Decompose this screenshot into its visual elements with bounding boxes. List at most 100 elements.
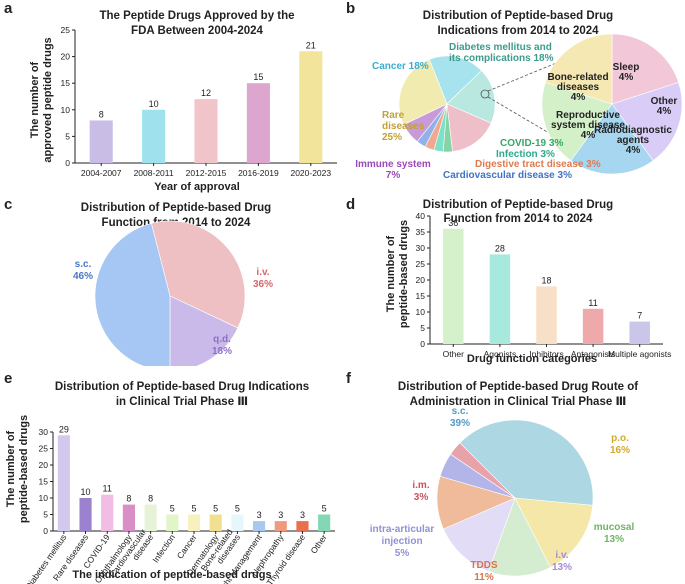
y-tick-label: 5 <box>65 131 70 141</box>
subpie-label-0: Sleep <box>613 62 640 73</box>
y-tick-label: 35 <box>416 227 426 237</box>
pie-c-slice-1 <box>169 295 239 366</box>
bar-multiple-agonists <box>629 321 650 344</box>
subpie-label-4: diseases <box>557 82 600 93</box>
x-tick-label-other: Other <box>308 532 328 555</box>
y-tick-label: 5 <box>420 323 425 333</box>
bar-2004-2007 <box>89 120 113 163</box>
chart-a-ylabel-line-1: The number of <box>29 61 41 138</box>
bar-2020-2023 <box>299 51 323 163</box>
bar-value-infection: 5 <box>170 504 175 514</box>
bar-chart-drug-function: Distribution of Peptide-based Drug Funct… <box>385 199 671 365</box>
bar-dermatology <box>209 514 222 531</box>
y-tick-label: 20 <box>39 460 49 470</box>
subpie-label-2: Radiodiagnostic <box>594 125 672 136</box>
x-tick-label-2012-2015: 2012-2015 <box>186 168 227 178</box>
pie-b-label-immune: Immune system <box>355 159 431 170</box>
x-tick-label-2004-2007: 2004-2007 <box>81 168 122 178</box>
pie-b-sub-slice-4 <box>545 33 613 105</box>
pie-b-label-rare: 25% <box>382 132 402 143</box>
pie-b-sub-slice-1 <box>611 81 683 162</box>
bar-value-2020-2023: 21 <box>306 40 316 50</box>
chart-f-title-line-2: Administration in Clinical Trial Phase Ⅲ <box>410 396 627 408</box>
bar-value-nephropathy: 3 <box>278 510 283 520</box>
y-tick-label: 10 <box>61 105 71 115</box>
pie-f-label-po: p.o. <box>611 433 629 444</box>
bar-2008-2011 <box>142 109 166 163</box>
x-tick-label-agonists: Agonists <box>484 349 517 359</box>
y-tick-label: 25 <box>416 259 426 269</box>
pie-f-label-intra-articular: injection <box>381 536 422 547</box>
bar-value-agonists: 28 <box>495 243 505 253</box>
chart-e-title-line-2: in Clinical Trial Phase Ⅲ <box>116 396 248 408</box>
pie-f-label-iv: 13% <box>552 562 572 573</box>
bar-value-dermatology: 5 <box>213 504 218 514</box>
x-tick-label-multiple-agonists: Multiple agonists <box>608 349 671 359</box>
x-tick-label-antagonists: Antagonists <box>571 349 615 359</box>
y-tick-label: 15 <box>39 477 49 487</box>
pie-b-label-covid: COVID-19 3% <box>500 138 563 149</box>
bar-value-cardiovascular-disease: 8 <box>148 494 153 504</box>
pie-f-label-im: 3% <box>414 492 429 503</box>
chart-d-ylabel-line-2: peptide-based drugs <box>398 220 410 328</box>
subpie-label-3: Reproductive <box>556 110 620 121</box>
pie-b-slice-2 <box>446 103 492 153</box>
panel-label-d: d <box>346 196 356 213</box>
bar-chart-clinical-indications: Distribution of Peptide-based Drug Indic… <box>5 381 335 584</box>
pie-c-slice-2 <box>94 222 171 366</box>
y-tick-label: 20 <box>61 52 71 62</box>
bar-other <box>443 228 464 344</box>
bar-value-2012-2015: 12 <box>201 88 211 98</box>
bar-value-ophthalmology: 8 <box>126 494 131 504</box>
subpie-label-1: Other <box>651 96 678 107</box>
chart-d-xlabel: Drug function categories <box>467 353 597 365</box>
x-tick-text: Infection <box>150 532 177 564</box>
y-tick-label: 0 <box>420 339 425 349</box>
panel-label-e: e <box>4 370 13 387</box>
pie-b-label-digestive: Digestive tract disease 3% <box>475 159 601 170</box>
panel-label-c: c <box>4 196 13 213</box>
x-tick-label-2020-2023: 2020-2023 <box>290 168 331 178</box>
subpie-label-4: 4% <box>571 92 586 103</box>
bar-value-weight-management: 3 <box>257 510 262 520</box>
pie-c-slice-0 <box>150 220 246 329</box>
bar-value-other: 36 <box>448 218 458 228</box>
chart-a-title-line-2: FDA Between 2004-2024 <box>131 25 263 37</box>
bar-value-2008-2011: 10 <box>149 99 159 109</box>
bar-value-other: 5 <box>322 504 327 514</box>
y-tick-label: 30 <box>39 427 49 437</box>
chart-a-title-line-1: The Peptide Drugs Approved by the <box>99 10 294 22</box>
chart-d-ylabel-line-1: The number of <box>385 235 397 312</box>
pie-b-sub-slice-3 <box>541 81 613 162</box>
pie-b-label-diabetes: Diabetes mellitus and <box>449 42 552 53</box>
y-tick-label: 5 <box>43 510 48 520</box>
chart-e-title-line-1: Distribution of Peptide-based Drug Indic… <box>55 381 309 393</box>
bar-2012-2015 <box>194 99 218 163</box>
bar-ophthalmology <box>122 504 135 531</box>
pie-f-label-iv: i.v. <box>555 550 568 561</box>
y-tick-label: 30 <box>416 243 426 253</box>
pie-chart-indications: Distribution of Peptide-based Drug Indic… <box>355 10 683 181</box>
pie-c-label-qd: q.d. <box>213 334 231 345</box>
pie-c-label-iv: i.v. <box>256 267 269 278</box>
pie-b-label-diabetes: its complications 18% <box>449 53 554 64</box>
y-tick-label: 25 <box>39 444 49 454</box>
zoom-marker <box>480 89 490 99</box>
pie-f-label-sc: s.c. <box>452 406 469 417</box>
chart-d-title-line-1: Distribution of Peptide-based Drug <box>423 199 613 211</box>
pie-f-label-intra-articular: 5% <box>395 548 410 559</box>
bar-value-thyroid-disease: 3 <box>300 510 305 520</box>
zoom-line-bottom <box>487 96 606 167</box>
y-tick-label: 15 <box>61 78 71 88</box>
y-tick-label: 0 <box>65 158 70 168</box>
subpie-label-1: 4% <box>657 106 672 117</box>
bar-value-2004-2007: 8 <box>99 109 104 119</box>
chart-e-ylabel-line-2: peptide-based drugs <box>18 415 30 523</box>
subpie-label-0: 4% <box>619 72 634 83</box>
bar-bone-related-diseases <box>231 514 244 531</box>
y-tick-label: 10 <box>416 307 426 317</box>
bar-value-diabetes-mellitus: 29 <box>59 424 69 434</box>
pie-f-label-im: i.m. <box>412 480 429 491</box>
y-tick-label: 0 <box>43 526 48 536</box>
pie-f-label-sc: 39% <box>450 418 470 429</box>
